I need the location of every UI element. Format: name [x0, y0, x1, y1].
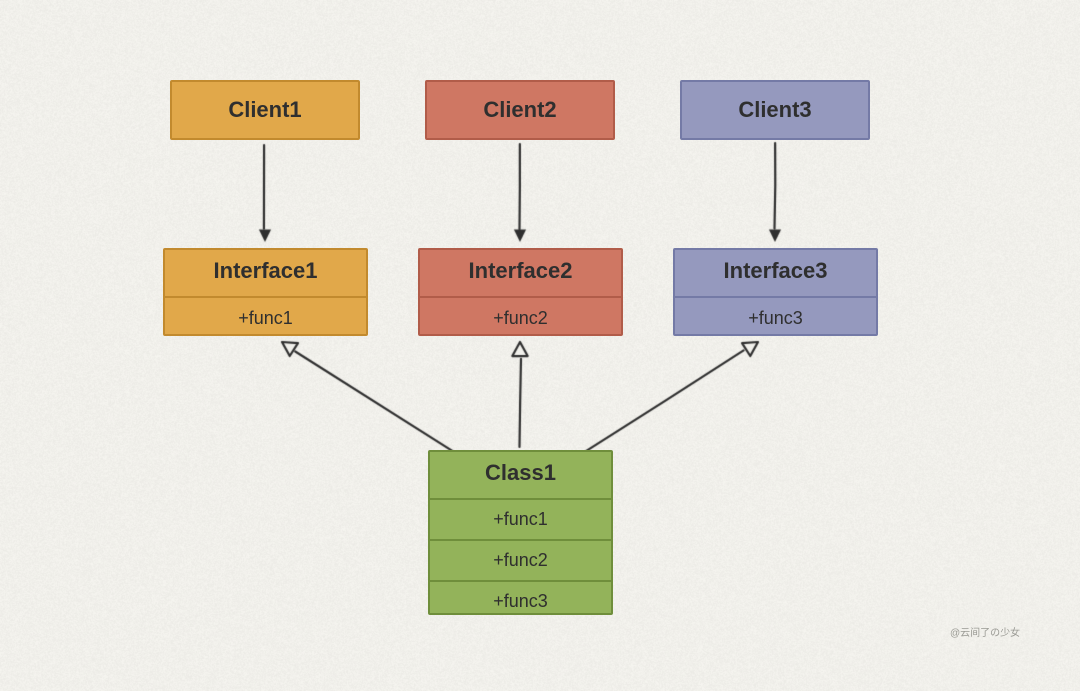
- node-class1: Class1+func1+func2+func3: [428, 450, 613, 615]
- node-client1-title: Client1: [172, 82, 358, 142]
- node-client1: Client1: [170, 80, 360, 140]
- node-interface1: Interface1+func1: [163, 248, 368, 336]
- node-class1-title: Class1: [430, 452, 611, 498]
- node-interface2: Interface2+func2: [418, 248, 623, 336]
- node-interface3-member-0: +func3: [675, 296, 876, 338]
- watermark-text: @云间了の少女: [950, 624, 1020, 639]
- node-interface3-title: Interface3: [675, 250, 876, 296]
- node-interface1-member-0: +func1: [165, 296, 366, 338]
- node-interface2-title: Interface2: [420, 250, 621, 296]
- node-interface2-member-0: +func2: [420, 296, 621, 338]
- node-client3-title: Client3: [682, 82, 868, 142]
- node-class1-member-1: +func2: [430, 539, 611, 580]
- node-interface1-title: Interface1: [165, 250, 366, 296]
- node-client2-title: Client2: [427, 82, 613, 142]
- node-class1-member-0: +func1: [430, 498, 611, 539]
- node-interface3: Interface3+func3: [673, 248, 878, 336]
- node-client3: Client3: [680, 80, 870, 140]
- node-client2: Client2: [425, 80, 615, 140]
- node-class1-member-2: +func3: [430, 580, 611, 621]
